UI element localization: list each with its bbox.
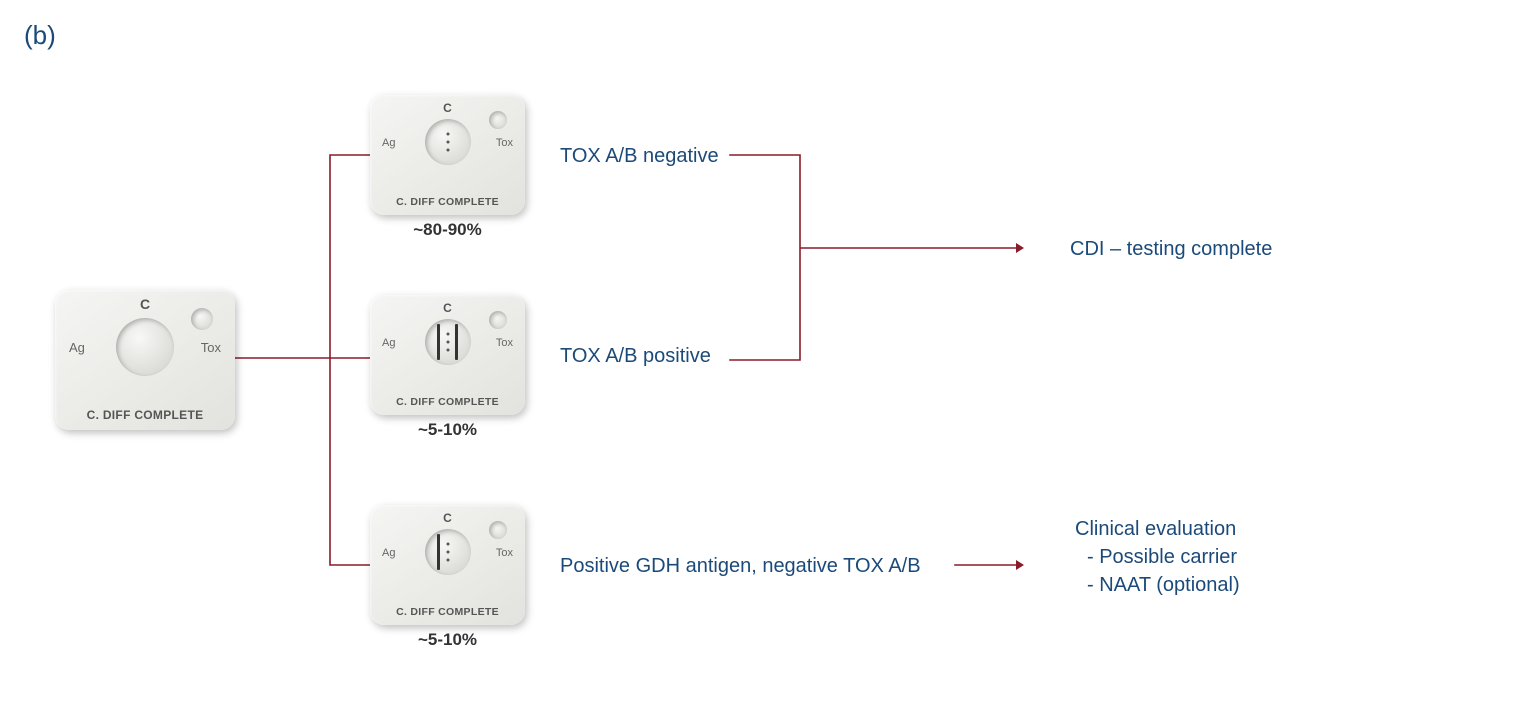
cassette-tox-label: Tox	[201, 340, 221, 355]
well-ag-line	[437, 324, 440, 361]
well-dots	[446, 133, 449, 152]
cassette-c-label: C	[443, 301, 452, 315]
cassette-gdh: C Ag Tox C. DIFF COMPLETE	[370, 505, 525, 625]
cassette-small-well	[489, 521, 507, 539]
cassette-small-well	[489, 311, 507, 329]
cassette-c-label: C	[443, 511, 452, 525]
pct-negative: ~80-90%	[413, 220, 482, 240]
pct-positive: ~5-10%	[418, 420, 477, 440]
desc-negative: TOX A/B negative	[560, 145, 719, 168]
cassette-root: C Ag Tox C. DIFF COMPLETE	[55, 290, 235, 430]
cassette-tox-label: Tox	[496, 547, 513, 559]
cassette-c-label: C	[443, 101, 452, 115]
outcome-clinical-line: Clinical evaluation	[1075, 515, 1240, 543]
cassette-main-well	[116, 318, 174, 376]
outcome-clinical: Clinical evaluation - Possible carrier -…	[1075, 515, 1240, 599]
cassette-ag-label: Ag	[382, 337, 395, 349]
well-ag-line	[437, 534, 440, 571]
cassette-small-well	[489, 111, 507, 129]
cassette-main-well	[425, 119, 471, 165]
outcome-clinical-line: - Possible carrier	[1075, 543, 1240, 571]
cassette-positive: C Ag Tox C. DIFF COMPLETE	[370, 295, 525, 415]
cassette-main-well	[425, 529, 471, 575]
desc-gdh: Positive GDH antigen, negative TOX A/B	[560, 555, 921, 578]
well-dots	[446, 543, 449, 562]
cassette-device-title: C. DIFF COMPLETE	[396, 196, 499, 208]
cassette-ag-label: Ag	[382, 547, 395, 559]
pct-gdh: ~5-10%	[418, 630, 477, 650]
cassette-device-title: C. DIFF COMPLETE	[87, 408, 204, 422]
panel-label: (b)	[24, 20, 56, 51]
desc-positive: TOX A/B positive	[560, 345, 711, 368]
cassette-c-label: C	[140, 296, 150, 312]
cassette-negative: C Ag Tox C. DIFF COMPLETE	[370, 95, 525, 215]
cassette-tox-label: Tox	[496, 337, 513, 349]
well-tox-line	[455, 324, 458, 361]
outcome-clinical-line: - NAAT (optional)	[1075, 571, 1240, 599]
cassette-device-title: C. DIFF COMPLETE	[396, 396, 499, 408]
cassette-device-title: C. DIFF COMPLETE	[396, 606, 499, 618]
cassette-small-well	[191, 308, 213, 330]
well-dots	[446, 333, 449, 352]
cassette-main-well	[425, 319, 471, 365]
cassette-tox-label: Tox	[496, 137, 513, 149]
cassette-ag-label: Ag	[69, 340, 85, 355]
cassette-ag-label: Ag	[382, 137, 395, 149]
outcome-complete: CDI – testing complete	[1070, 235, 1272, 263]
